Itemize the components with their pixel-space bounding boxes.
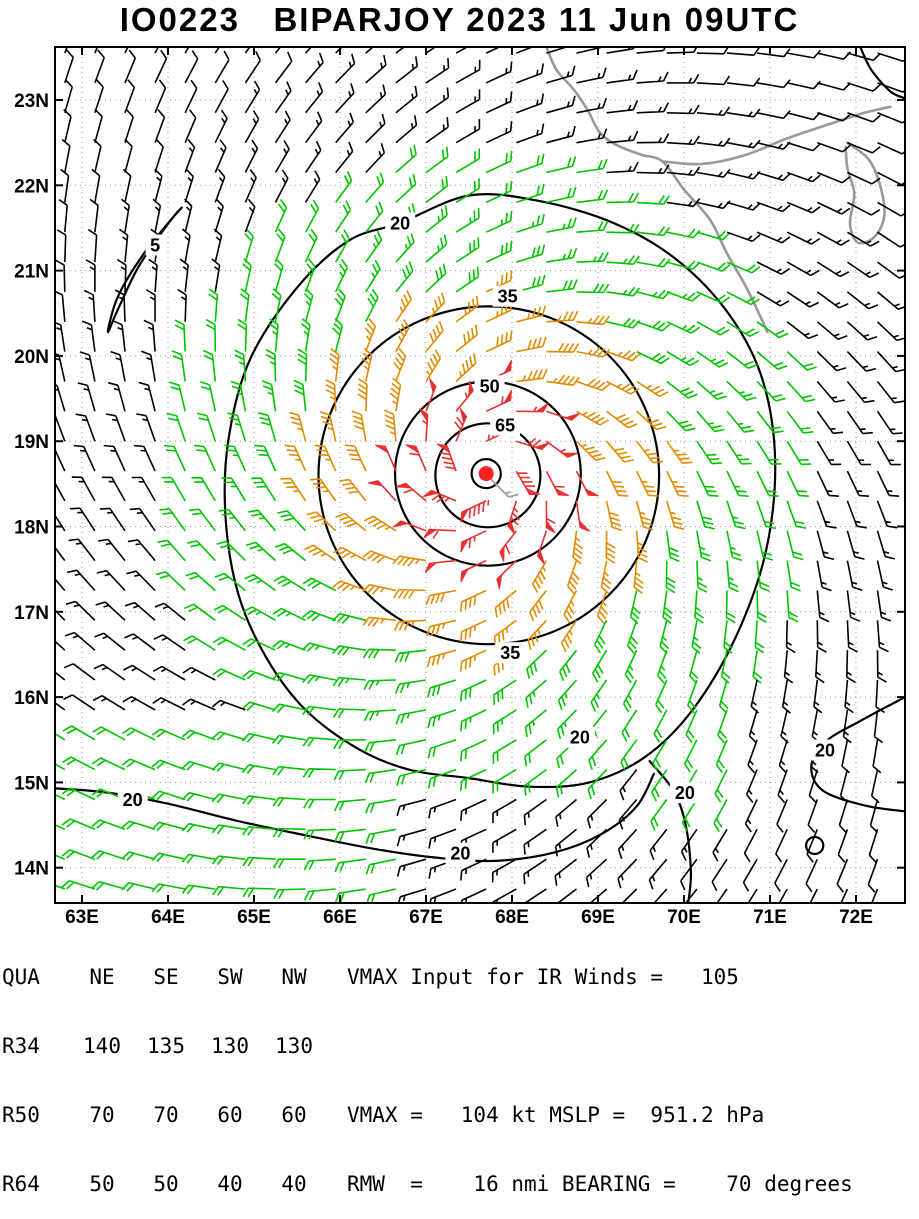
lon-tick-label: 72E [839, 907, 873, 928]
isotach-value-label: 50 [480, 376, 500, 396]
quad-col-sw: SW [217, 965, 243, 989]
r34-label: R34 [2, 1034, 40, 1058]
axis-tick-labels: 23N 22N 21N 20N 19N 18N 17N 16N 15N 14N 63E 64E 65E 6… [14, 91, 873, 928]
quad-header-label: QUA [2, 965, 40, 989]
lat-tick-label: 18N [14, 518, 49, 539]
r34-sw: 130 [211, 1034, 249, 1058]
lon-tick-label: 71E [753, 907, 787, 928]
quad-col-ne: NE [89, 965, 115, 989]
r50-se: 70 [153, 1103, 179, 1127]
isotach-value-label: 5 [150, 236, 160, 256]
gray-center-barb [488, 477, 519, 498]
lon-tick-label: 65E [237, 907, 271, 928]
isotach-value-label: 20 [675, 783, 695, 803]
radii-row-r64: R64 50 50 40 40 RMW = 16 nmi BEARING = 70 deg… [2, 1173, 853, 1196]
stats-header-row: QUA NE SE SW NW VMAX Input for IR Winds = 105 [2, 966, 853, 989]
r50-nw: 60 [281, 1103, 307, 1127]
lon-tick-label: 67E [409, 907, 443, 928]
vmax-ir-input: VMAX Input for IR Winds = 105 [347, 965, 739, 989]
storm-center-layer [478, 466, 519, 498]
r50-ne: 70 [89, 1103, 115, 1127]
contour-label-layer: 20 35 50 65 35 20 20 20 20 20 5 [117, 212, 840, 864]
vmax-mslp-line: VMAX = 104 kt MSLP = 951.2 hPa [347, 1103, 765, 1127]
r50-sw: 60 [217, 1103, 243, 1127]
lat-tick-label: 23N [14, 91, 49, 112]
isotach-value-label: 20 [570, 728, 590, 748]
coastline-layer [545, 47, 892, 334]
radii-row-r34: R34 140 135 130 130 [2, 1035, 853, 1058]
lat-tick-label: 15N [14, 773, 49, 794]
isotach-value-label: 35 [500, 643, 520, 663]
lon-tick-label: 66E [323, 907, 357, 928]
quad-col-nw: NW [281, 965, 307, 989]
isotach-value-label: 20 [815, 741, 835, 761]
radii-row-r50: R50 70 70 60 60 VMAX = 104 kt MSLP = 951.2 hP… [2, 1104, 853, 1127]
plot-frame [54, 46, 906, 904]
lat-tick-label: 22N [14, 176, 49, 197]
r64-sw: 40 [217, 1172, 243, 1196]
lat-tick-label: 19N [14, 432, 49, 453]
lon-tick-label: 69E [581, 907, 615, 928]
r64-ne: 50 [89, 1172, 115, 1196]
lat-tick-label: 21N [14, 262, 49, 283]
isotach-value-label: 65 [495, 416, 515, 436]
isotach-value-label: 20 [390, 213, 410, 233]
storm-center-marker [478, 466, 494, 482]
lat-tick-label: 14N [14, 859, 49, 880]
quad-col-se: SE [153, 965, 179, 989]
r64-se: 50 [153, 1172, 179, 1196]
r64-nw: 40 [281, 1172, 307, 1196]
chart-title: IO0223 BIPARJOY 2023 11 Jun 09UTC [119, 1, 800, 38]
r34-ne: 140 [83, 1034, 121, 1058]
r64-label: R64 [2, 1172, 40, 1196]
wind-analysis-plot: 23N 22N 21N 20N 19N 18N 17N 16N 15N 14N 63E 64E 65E 6… [14, 46, 906, 928]
lon-tick-label: 70E [667, 907, 701, 928]
lat-tick-label: 17N [14, 603, 49, 624]
rmw-bearing-line: RMW = 16 nmi BEARING = 70 degrees [347, 1172, 853, 1196]
lon-tick-label: 64E [151, 907, 185, 928]
r34-se: 135 [147, 1034, 185, 1058]
r50-label: R50 [2, 1103, 40, 1127]
isotach-value-label: 20 [123, 790, 143, 810]
isotach-value-label: 35 [498, 287, 518, 307]
r34-nw: 130 [275, 1034, 313, 1058]
lon-tick-label: 63E [65, 907, 99, 928]
wind-barb-layer [55, 47, 905, 903]
wind-radii-stats: QUA NE SE SW NW VMAX Input for IR Winds = 105… [2, 920, 853, 1219]
lat-tick-label: 20N [14, 347, 49, 368]
isotach-value-label: 20 [450, 844, 470, 864]
lat-tick-label: 16N [14, 688, 49, 709]
lon-tick-label: 68E [495, 907, 529, 928]
